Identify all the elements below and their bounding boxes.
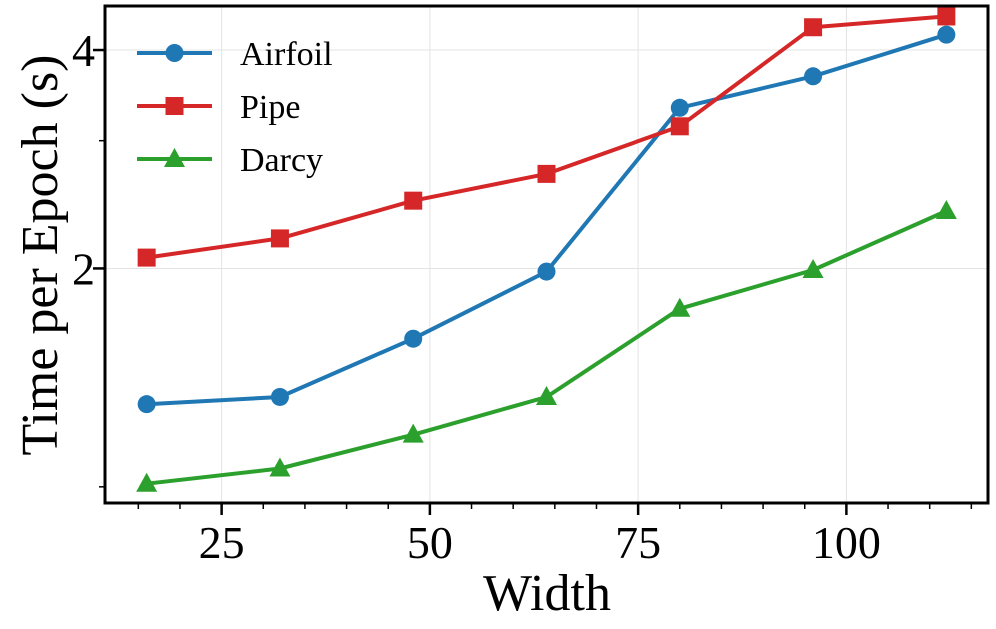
darcy-point (269, 457, 291, 477)
airfoil-point (937, 25, 956, 44)
darcy-point (802, 259, 824, 279)
x-tick-label: 50 (407, 517, 453, 568)
x-tick-label: 75 (615, 517, 661, 568)
x-axis-ticks: 25 50 75 100 (199, 503, 881, 568)
airfoil-point (804, 67, 823, 86)
legend-label: Pipe (240, 89, 300, 126)
pipe-point (937, 7, 956, 26)
series-group (136, 7, 957, 492)
darcy-point (935, 199, 957, 219)
x-tick-label: 25 (199, 517, 245, 568)
legend-marker (165, 44, 184, 62)
airfoil-point (670, 98, 689, 117)
legend-label: Airfoil (240, 36, 333, 73)
series-darcy (136, 199, 957, 492)
grid (105, 6, 988, 503)
airfoil-point (270, 387, 289, 406)
airfoil-point (537, 262, 556, 281)
legend-item-airfoil: Airfoil (137, 36, 333, 73)
legend-marker (164, 148, 185, 167)
minor-ticks (99, 139, 973, 509)
darcy-point (136, 472, 158, 492)
y-axis-ticks: 24 (72, 25, 105, 294)
legend-item-darcy: Darcy (137, 142, 323, 179)
pipe-point (270, 229, 289, 248)
legend-label: Darcy (240, 142, 323, 179)
legend-item-pipe: Pipe (137, 89, 300, 126)
plot-frame (103, 4, 990, 505)
y-tick-label: 4 (72, 25, 95, 76)
pipe-point (404, 191, 423, 210)
x-axis-label: Width (483, 565, 611, 622)
darcy-line (146, 209, 948, 486)
pipe-point (137, 248, 156, 267)
pipe-point (537, 164, 556, 183)
legend-marker (165, 97, 184, 115)
airfoil-point (404, 329, 423, 348)
pipe-point (804, 18, 823, 37)
series-pipe (137, 7, 956, 267)
darcy-point (536, 385, 557, 405)
x-tick-label: 100 (812, 517, 881, 568)
darcy-point (402, 423, 424, 443)
airfoil-point (137, 395, 156, 414)
legend: Airfoil Pipe Darcy (137, 36, 333, 179)
pipe-point (670, 117, 689, 136)
y-tick-label: 2 (72, 243, 95, 294)
series-airfoil (137, 25, 956, 414)
y-axis-label: Time per Epoch (s) (12, 54, 69, 455)
darcy-point (669, 297, 691, 317)
